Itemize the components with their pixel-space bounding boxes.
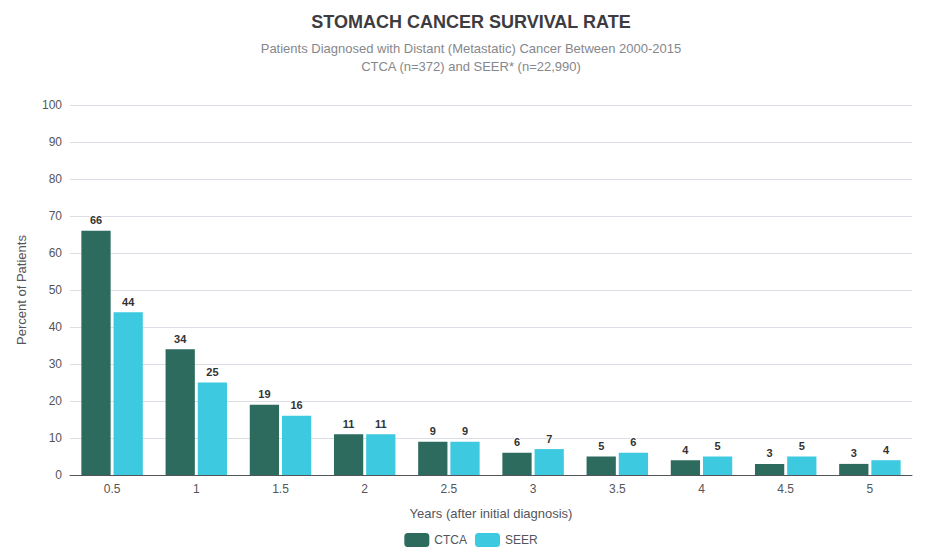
svg-text:11: 11 — [375, 418, 387, 430]
svg-text:5: 5 — [715, 440, 721, 452]
svg-text:5: 5 — [598, 440, 604, 452]
svg-text:Patients Diagnosed with Distan: Patients Diagnosed with Distant (Metasta… — [261, 41, 682, 56]
svg-text:60: 60 — [49, 246, 63, 260]
svg-text:5: 5 — [799, 440, 805, 452]
svg-text:4: 4 — [682, 444, 689, 456]
svg-text:30: 30 — [49, 357, 63, 371]
svg-text:34: 34 — [174, 333, 187, 345]
svg-text:20: 20 — [49, 394, 63, 408]
svg-text:19: 19 — [258, 388, 270, 400]
svg-text:4.5: 4.5 — [777, 482, 794, 496]
svg-text:4: 4 — [883, 444, 890, 456]
svg-text:66: 66 — [90, 214, 102, 226]
svg-text:5: 5 — [867, 482, 874, 496]
svg-text:6: 6 — [514, 436, 520, 448]
svg-text:11: 11 — [343, 418, 355, 430]
svg-text:25: 25 — [206, 366, 218, 378]
svg-text:9: 9 — [462, 425, 468, 437]
svg-text:STOMACH CANCER SURVIVAL RATE: STOMACH CANCER SURVIVAL RATE — [311, 12, 630, 32]
svg-text:16: 16 — [290, 399, 302, 411]
svg-text:1: 1 — [193, 482, 200, 496]
svg-text:70: 70 — [49, 209, 63, 223]
svg-text:7: 7 — [546, 433, 552, 445]
svg-text:2: 2 — [361, 482, 368, 496]
svg-text:0.5: 0.5 — [104, 482, 121, 496]
svg-text:3.5: 3.5 — [609, 482, 626, 496]
svg-text:2.5: 2.5 — [441, 482, 458, 496]
svg-text:100: 100 — [42, 98, 62, 112]
svg-text:3: 3 — [767, 447, 773, 459]
svg-text:6: 6 — [630, 436, 636, 448]
svg-text:3: 3 — [530, 482, 537, 496]
svg-text:Percent of Patients: Percent of Patients — [14, 235, 29, 345]
svg-text:9: 9 — [430, 425, 436, 437]
svg-text:3: 3 — [851, 447, 857, 459]
svg-text:CTCA (n=372) and SEER* (n=22,9: CTCA (n=372) and SEER* (n=22,990) — [361, 59, 581, 74]
svg-text:44: 44 — [122, 296, 135, 308]
svg-text:90: 90 — [49, 135, 63, 149]
svg-text:1.5: 1.5 — [272, 482, 289, 496]
svg-text:0: 0 — [55, 468, 62, 482]
svg-text:SEER: SEER — [505, 533, 538, 547]
svg-text:4: 4 — [698, 482, 705, 496]
svg-text:CTCA: CTCA — [434, 533, 467, 547]
svg-text:10: 10 — [49, 431, 63, 445]
svg-text:80: 80 — [49, 172, 63, 186]
svg-text:Years (after initial diagnosis: Years (after initial diagnosis) — [410, 506, 573, 521]
svg-text:50: 50 — [49, 283, 63, 297]
svg-text:40: 40 — [49, 320, 63, 334]
